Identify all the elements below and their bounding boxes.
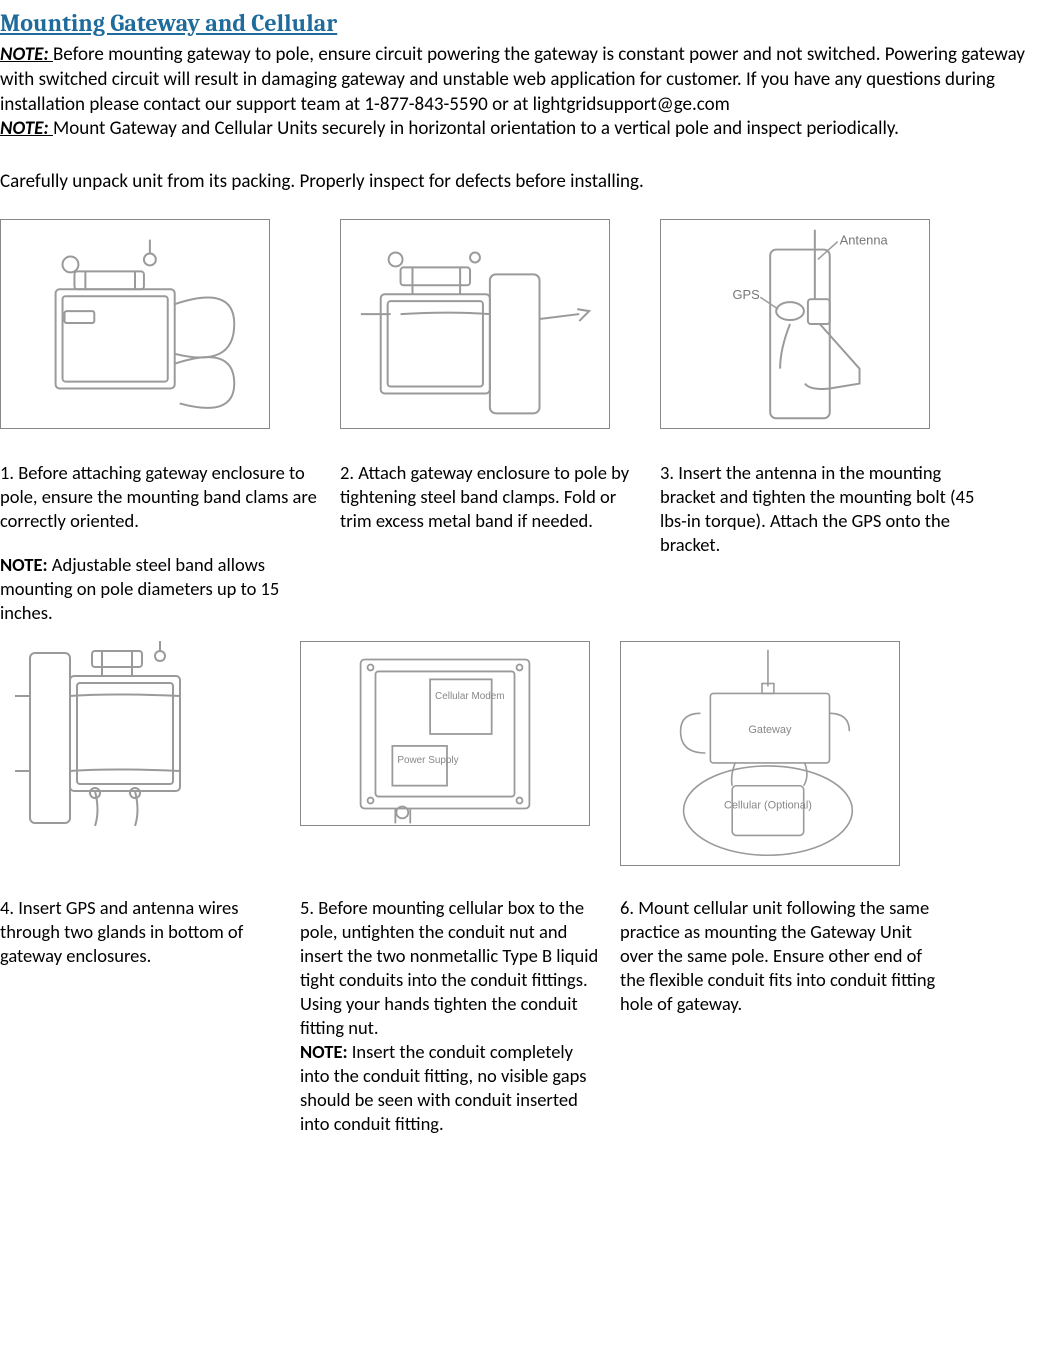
figure-3: Antenna GPS — [660, 219, 930, 429]
caption-5: 5. Before mounting cellular box to the p… — [300, 896, 600, 1136]
caption-5-note-label: NOTE: — [300, 1040, 352, 1063]
inspect-text: Carefully unpack unit from its packing. … — [0, 170, 1031, 195]
note-1: NOTE: Before mounting gateway to pole, e… — [0, 43, 1031, 117]
caption-3-body: 3. Insert the antenna in the mounting br… — [660, 461, 980, 557]
caption-2: 2. Attach gateway enclosure to pole by t… — [340, 461, 640, 533]
label-cell: Cellular Modem — [435, 691, 504, 702]
caption-1-note-label: NOTE: — [0, 553, 52, 576]
caption-1-note: NOTE: Adjustable steel band allows mount… — [0, 553, 320, 625]
caption-5-body: 5. Before mounting cellular box to the p… — [300, 896, 600, 1040]
label-gps: GPS — [732, 287, 759, 302]
label-pwr: Power Supply — [397, 755, 458, 766]
figure-1 — [0, 219, 270, 429]
note-2: NOTE: Mount Gateway and Cellular Units s… — [0, 117, 1031, 142]
page-title: Mounting Gateway and Cellular — [0, 8, 1031, 39]
caption-4: 4. Insert GPS and antenna wires through … — [0, 896, 280, 968]
note-2-text: Mount Gateway and Cellular Units securel… — [53, 117, 899, 140]
figure-4 — [0, 641, 230, 826]
figure-2 — [340, 219, 610, 429]
caption-5-note: NOTE: Insert the conduit completely into… — [300, 1040, 600, 1136]
label-cellopt: Cellular (Optional) — [724, 800, 812, 812]
caption-2-body: 2. Attach gateway enclosure to pole by t… — [340, 461, 640, 533]
caption-4-body: 4. Insert GPS and antenna wires through … — [0, 896, 280, 968]
caption-1: 1. Before attaching gateway enclosure to… — [0, 461, 320, 625]
note-label-2: NOTE: — [0, 117, 53, 140]
figure-5: Cellular Modem Power Supply — [300, 641, 590, 826]
caption-6-body: 6. Mount cellular unit following the sam… — [620, 896, 940, 1016]
caption-6: 6. Mount cellular unit following the sam… — [620, 896, 940, 1016]
figure-6: Gateway Cellular (Optional) — [620, 641, 900, 866]
label-antenna: Antenna — [840, 232, 889, 247]
label-gateway: Gateway — [748, 724, 792, 736]
note-1-text: Before mounting gateway to pole, ensure … — [0, 43, 1025, 115]
caption-3: 3. Insert the antenna in the mounting br… — [660, 461, 980, 557]
note-label-1: NOTE: — [0, 43, 53, 66]
caption-1-body: 1. Before attaching gateway enclosure to… — [0, 461, 320, 533]
